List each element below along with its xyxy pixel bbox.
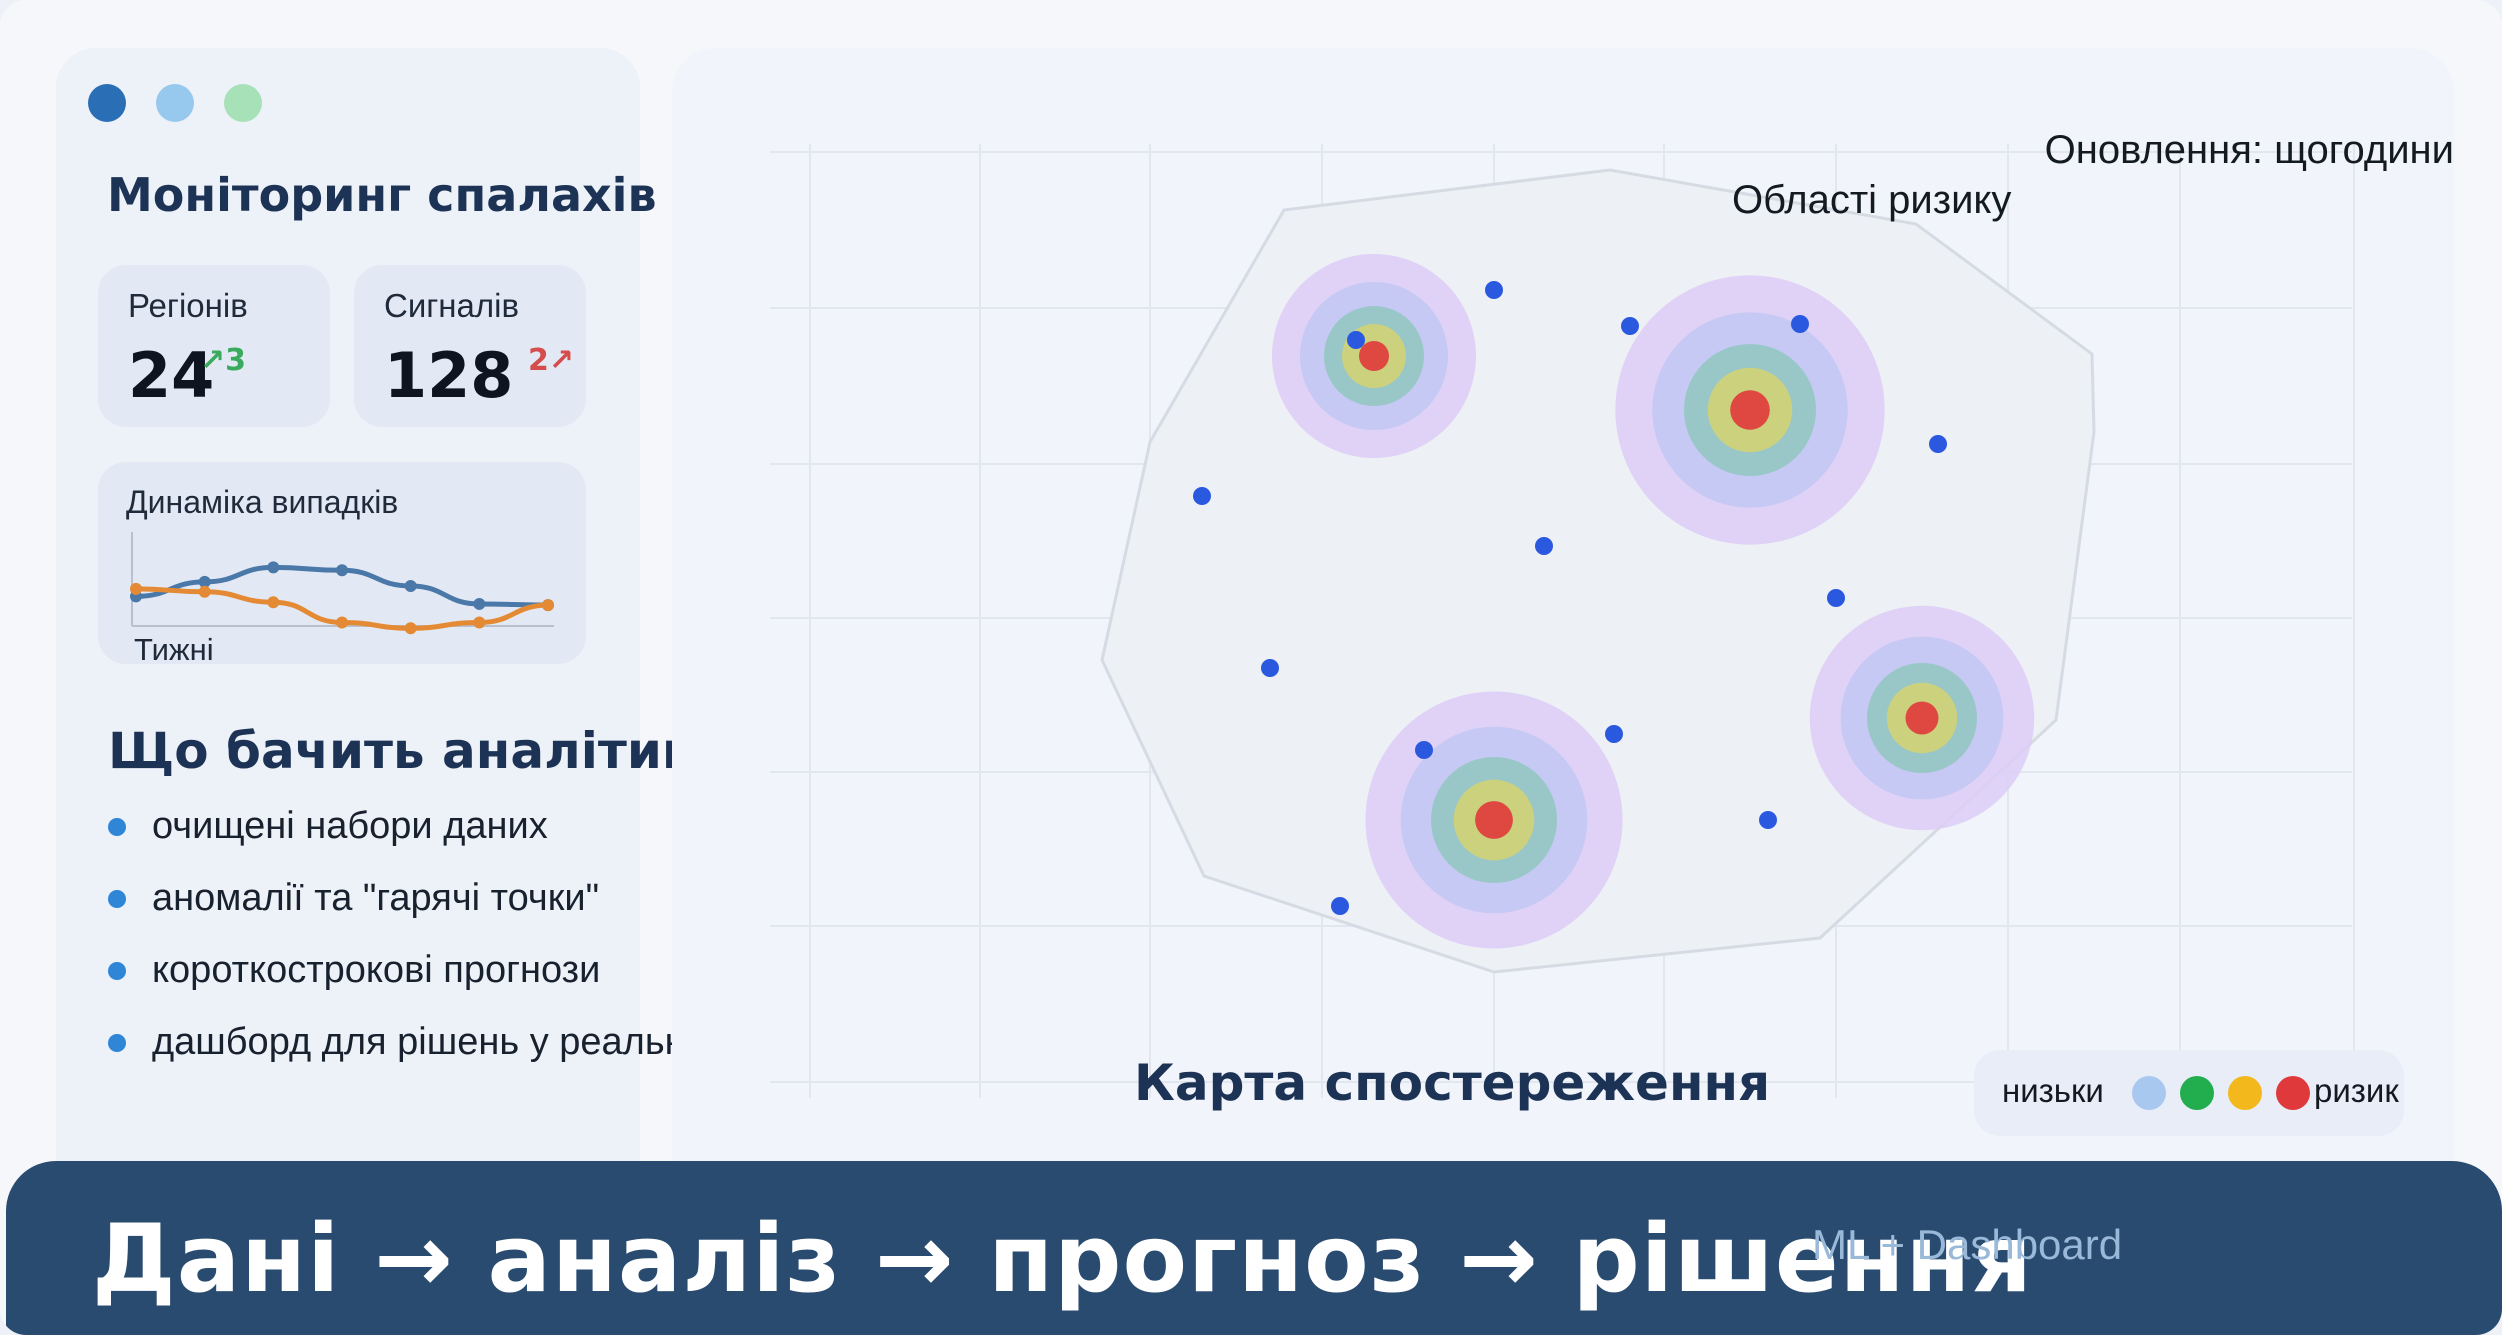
trend-point [267,596,280,609]
bullet-icon [108,818,126,836]
list-item: короткострокові прогнози [108,944,831,1016]
observation-point [1759,811,1777,829]
list-item-text: аномалії та "гарячі точки" [152,877,600,919]
legend-low-swatch [2132,1076,2166,1110]
window-minimize-control[interactable] [156,84,194,122]
stat-value: 128 [384,339,514,412]
list-item-text: очищені набори даних [152,805,548,847]
trend-point [404,579,417,592]
sidebar-title: Моніторинг спалахів [107,168,657,222]
observation-point [1791,315,1809,333]
observation-point [1261,659,1279,677]
observation-point [1193,487,1211,505]
stat-card-regions[interactable]: Регіонів 24 ↗3 [98,265,330,427]
observation-point [1347,331,1365,349]
list-item: очищені набори даних [108,800,831,872]
update-frequency-label: Оновлення: щогодини [2044,128,2454,172]
banner-headline: Дані → аналіз → прогноз → рішення [92,1205,2033,1314]
trend-point [336,564,348,577]
stat-label: Сигналів [384,287,519,324]
stat-card-signals[interactable]: Сигналів 128 2↗ [354,265,586,427]
observation-point [1929,435,1947,453]
observation-point [1621,317,1639,335]
observation-point [1415,741,1433,759]
analyst-list: очищені набори даних аномалії та "гарячі… [108,800,831,1088]
bullet-icon [108,962,126,980]
bottom-banner: Дані → аналіз → прогноз → рішення ML + D… [6,1161,2502,1335]
trend-point [198,585,211,598]
stat-value: 24 [128,339,215,412]
risk-hotspot-2-ring [1730,390,1770,430]
trend-point [130,582,142,595]
risk-hotspot-1-ring [1359,341,1389,371]
legend-high-label: ризик [2314,1072,2399,1109]
trend-x-label: Тижні [134,632,214,667]
trend-point [404,622,417,635]
risk-hotspot-3-ring [1905,701,1939,735]
trend-chart [130,532,554,635]
trend-title: Динаміка випадків [126,484,399,520]
legend-low-label: низьки [2002,1072,2104,1109]
observation-point [1485,281,1503,299]
window-close-control[interactable] [88,84,126,122]
list-item: аномалії та "гарячі точки" [108,872,831,944]
banner-subtitle: ML + Dashboard [1812,1221,2123,1268]
observation-point [1605,725,1623,743]
observation-point [1535,537,1553,555]
bullet-icon [108,890,126,908]
trend-point [542,599,554,612]
legend-medium-swatch [2180,1076,2214,1110]
legend-high-swatch [2276,1076,2310,1110]
observation-point [1827,589,1845,607]
map-panel [672,48,2454,1198]
legend-elevated-swatch [2228,1076,2262,1110]
risk-regions-label: Області ризику [1732,178,2012,222]
stat-delta-up: ↗3 [200,343,247,378]
analyst-title: Що бачить аналітик [108,722,696,780]
risk-legend: низьки ризик [1974,1050,2404,1136]
trend-point [267,561,280,574]
risk-hotspot-4-ring [1475,801,1513,839]
observation-point [1331,897,1349,915]
trend-point [198,575,211,588]
list-item-text: короткострокові прогнози [152,949,601,991]
bullet-icon [108,1034,126,1052]
trend-point [473,597,486,610]
map-title: Карта спостереження [1134,1054,1771,1112]
surveillance-map[interactable] [672,48,2454,1198]
stat-delta-up: 2↗ [528,343,575,378]
trend-card[interactable]: Динаміка випадків Тижні [98,462,586,667]
window-maximize-control[interactable] [224,84,262,122]
trend-point [473,616,486,629]
stat-label: Регіонів [128,287,248,324]
trend-point [336,616,348,629]
